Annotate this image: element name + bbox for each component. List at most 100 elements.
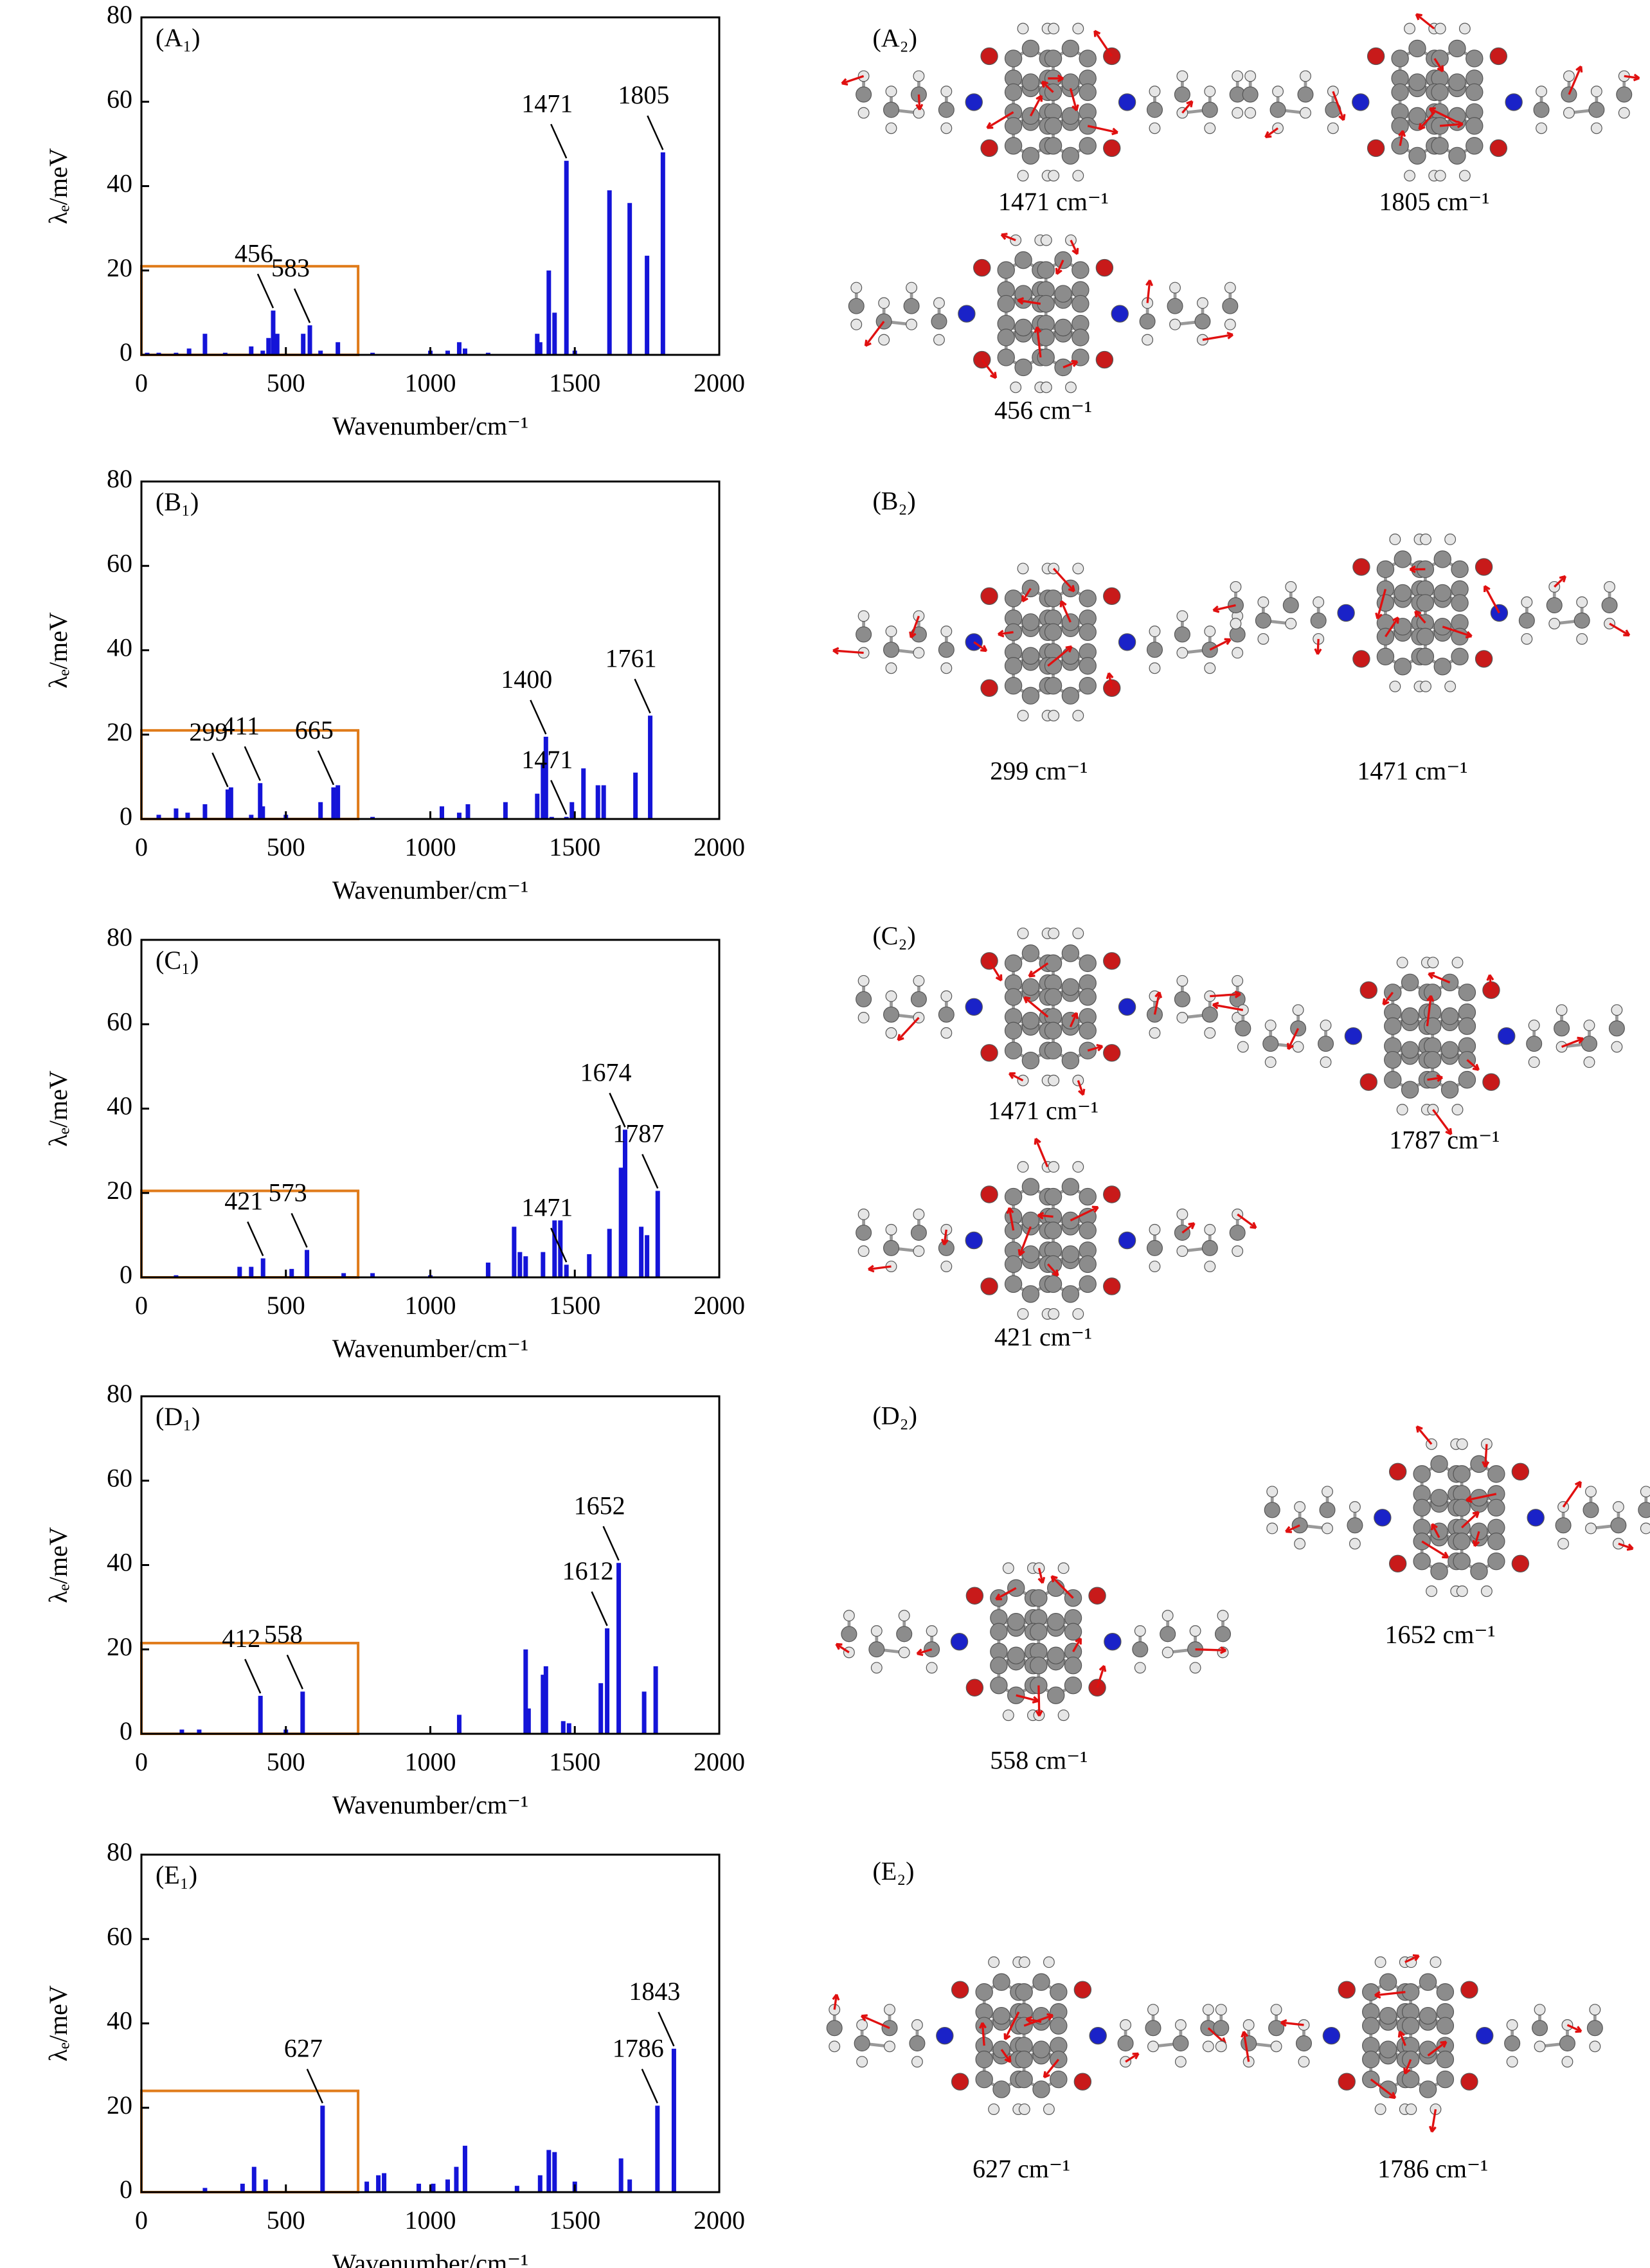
atom bbox=[1118, 93, 1136, 111]
atom bbox=[1404, 22, 1415, 35]
atom bbox=[1017, 710, 1029, 722]
atom bbox=[1079, 1187, 1097, 1206]
atom bbox=[1010, 381, 1022, 393]
y-tick-label: 80 bbox=[107, 0, 132, 29]
bar bbox=[546, 270, 551, 355]
displacement-arrow bbox=[1023, 996, 1049, 1018]
plot-frame bbox=[140, 1853, 721, 2193]
bar bbox=[249, 1266, 254, 1277]
atom bbox=[1004, 677, 1023, 695]
atom bbox=[1079, 590, 1097, 608]
atom bbox=[1217, 1610, 1229, 1622]
displacement-arrow bbox=[1461, 1511, 1480, 1529]
bar bbox=[341, 1273, 346, 1277]
atom bbox=[1534, 2004, 1546, 2016]
atom bbox=[1174, 2056, 1187, 2068]
arrow-head bbox=[1428, 971, 1435, 980]
arrow-head bbox=[1241, 2031, 1249, 2038]
atom bbox=[1285, 580, 1297, 593]
atom bbox=[1536, 122, 1547, 134]
arrow-head bbox=[1472, 1063, 1480, 1071]
atom bbox=[1451, 560, 1469, 579]
atom bbox=[1232, 647, 1244, 659]
bar bbox=[517, 1252, 523, 1277]
arrow-head bbox=[1409, 565, 1416, 573]
atom bbox=[1079, 1255, 1097, 1274]
arrow-head bbox=[1055, 267, 1063, 275]
atom bbox=[826, 2020, 843, 2037]
atom bbox=[910, 991, 927, 1007]
x-tick-label: 1000 bbox=[405, 1291, 456, 1320]
atom bbox=[1204, 122, 1216, 134]
atom bbox=[1448, 39, 1466, 58]
arrow-head bbox=[1559, 575, 1566, 582]
displacement-arrow bbox=[1209, 638, 1231, 651]
atom bbox=[1132, 1641, 1149, 1658]
y-tick-label: 80 bbox=[107, 923, 132, 951]
bar bbox=[543, 737, 548, 819]
annotation-leader bbox=[244, 1659, 262, 1694]
atom bbox=[1017, 1074, 1029, 1086]
atom bbox=[965, 1587, 984, 1605]
atom bbox=[1526, 1036, 1543, 1052]
atom bbox=[1010, 234, 1022, 246]
atom bbox=[1230, 618, 1242, 630]
displacement-arrow bbox=[861, 2015, 890, 2030]
bar bbox=[307, 325, 312, 355]
atom bbox=[1433, 658, 1451, 676]
displacement-arrow bbox=[1624, 75, 1640, 80]
atom bbox=[1374, 1509, 1392, 1527]
caption: 1805 cm⁻¹ bbox=[1379, 187, 1489, 216]
arrow-head bbox=[1224, 638, 1232, 645]
atom bbox=[881, 2020, 898, 2037]
atom bbox=[1460, 1981, 1478, 1999]
bar bbox=[237, 1266, 242, 1277]
atom bbox=[1030, 1623, 1048, 1641]
atom bbox=[1118, 1231, 1136, 1250]
displacement-arrow bbox=[1029, 94, 1043, 117]
atom bbox=[1222, 298, 1239, 314]
atom bbox=[1367, 139, 1385, 158]
atom bbox=[1044, 1255, 1063, 1274]
arrow-head bbox=[1397, 2030, 1405, 2038]
atom bbox=[1396, 1104, 1408, 1116]
bar bbox=[202, 804, 208, 819]
displacement-arrow bbox=[1280, 2021, 1304, 2026]
atom bbox=[975, 2070, 993, 2089]
atom bbox=[1176, 975, 1188, 987]
bar bbox=[605, 1628, 610, 1734]
atom bbox=[1480, 1585, 1493, 1598]
annotation-leader bbox=[647, 115, 664, 150]
atom bbox=[1189, 1625, 1201, 1637]
arrow-head bbox=[1003, 2033, 1011, 2040]
displacement-arrow bbox=[1041, 80, 1054, 93]
atom bbox=[1103, 1277, 1121, 1295]
atom bbox=[1030, 1589, 1048, 1607]
atom bbox=[1048, 927, 1060, 939]
atom bbox=[1456, 1438, 1468, 1450]
atom bbox=[1194, 313, 1211, 330]
displacement-arrow bbox=[995, 1587, 1017, 1601]
y-tick-label: 0 bbox=[120, 338, 132, 366]
atom bbox=[940, 626, 953, 638]
arrow-head bbox=[1633, 73, 1640, 82]
bar bbox=[258, 1695, 263, 1734]
atom bbox=[1563, 107, 1575, 119]
atom bbox=[1521, 596, 1533, 608]
atom bbox=[1004, 50, 1023, 68]
atom bbox=[1014, 358, 1032, 377]
bar bbox=[541, 1675, 546, 1734]
atom bbox=[1004, 954, 1023, 973]
arrow-head bbox=[1484, 585, 1491, 593]
arrow-head bbox=[1043, 2071, 1050, 2078]
atom bbox=[975, 2050, 993, 2069]
panel-label: (E₁) bbox=[156, 1860, 197, 1889]
x-axis-title: Wavenumber/cm⁻¹ bbox=[332, 1790, 528, 1819]
atom bbox=[1401, 973, 1419, 991]
atom bbox=[1576, 633, 1588, 645]
atom bbox=[1227, 597, 1244, 613]
caption: 456 cm⁻¹ bbox=[994, 396, 1092, 425]
highlight-box bbox=[140, 265, 360, 356]
atom bbox=[1583, 1502, 1599, 1518]
atom bbox=[1073, 2073, 1092, 2091]
